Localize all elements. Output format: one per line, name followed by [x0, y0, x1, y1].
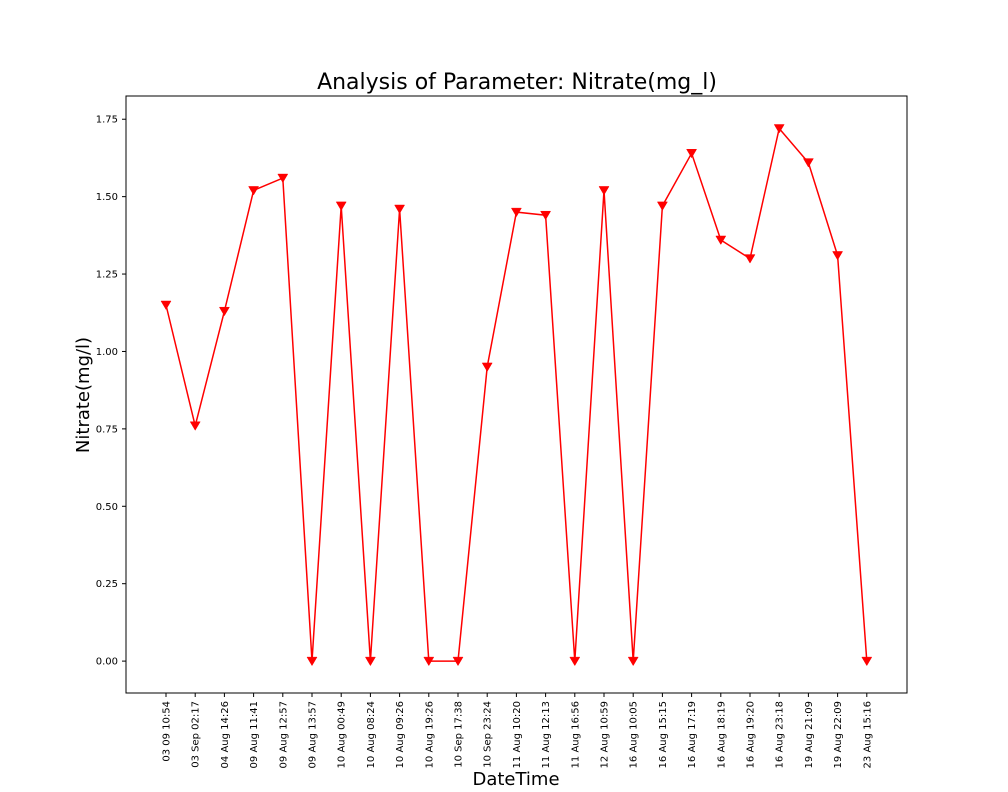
y-tick-label: 1.00	[96, 347, 118, 358]
data-point-marker	[861, 656, 873, 667]
data-point-marker	[802, 158, 814, 168]
x-tick-label: 09 Aug 13:57	[308, 701, 319, 768]
chart-title: Analysis of Parameter: Nitrate(mg_l)	[317, 70, 717, 95]
x-tick-label: 10 Sep 17:38	[454, 701, 465, 768]
data-point-marker	[686, 149, 698, 159]
x-tick-label: 16 Aug 23:18	[775, 701, 786, 768]
x-tick-label: 16 Aug 17:19	[687, 701, 698, 768]
data-point-marker	[423, 656, 435, 667]
x-tick-label: 09 Aug 11:41	[249, 701, 260, 768]
x-tick-label: 03 Sep 02:17	[191, 701, 202, 768]
data-point-marker	[452, 656, 464, 667]
x-tick-label: 23 Aug 15:16	[862, 701, 873, 768]
data-point-marker	[656, 201, 668, 211]
y-tick-label: 0.00	[96, 657, 118, 668]
data-point-marker	[715, 235, 727, 245]
y-tick-label: 0.75	[96, 424, 118, 435]
x-tick-label: 10 Aug 08:24	[366, 701, 377, 768]
series-markers	[160, 124, 873, 667]
x-tick-label: 10 Aug 09:26	[395, 701, 406, 768]
x-tick-label: 04 Aug 14:26	[220, 701, 231, 768]
y-axis-ticks: 0.00 0.25 0.50 0.75 1.00 1.25 1.50 1.75	[96, 115, 126, 668]
x-tick-label: 16 Aug 10:05	[629, 701, 640, 768]
data-point-marker	[306, 656, 318, 667]
y-tick-label: 1.50	[96, 192, 118, 203]
data-point-marker	[335, 201, 347, 211]
data-point-marker	[218, 306, 230, 317]
x-tick-label: 11 Aug 10:20	[512, 701, 523, 768]
x-tick-label: 16 Aug 15:15	[658, 701, 669, 768]
x-tick-label: 03 09 10:54	[162, 701, 173, 762]
data-point-marker	[277, 173, 289, 184]
data-point-marker	[569, 656, 581, 667]
x-tick-label: 09 Aug 12:57	[278, 701, 289, 768]
data-point-marker	[627, 656, 639, 667]
data-point-marker	[189, 421, 201, 431]
x-tick-label: 16 Aug 19:20	[746, 701, 757, 768]
data-point-marker	[540, 210, 552, 221]
x-tick-label: 10 Sep 23:24	[483, 701, 494, 768]
data-point-marker	[364, 656, 376, 667]
x-axis-ticks: 03 09 10:54 03 Sep 02:17 04 Aug 14:26 09 Au…	[162, 693, 873, 768]
y-tick-label: 1.25	[96, 270, 118, 281]
data-point-marker	[394, 204, 406, 215]
data-point-marker	[773, 124, 785, 134]
y-tick-label: 0.50	[96, 502, 118, 513]
x-tick-label: 11 Aug 16:56	[570, 701, 581, 768]
x-tick-label: 16 Aug 18:19	[716, 701, 727, 768]
data-point-marker	[510, 207, 522, 218]
x-tick-label: 11 Aug 12:13	[541, 701, 552, 768]
x-tick-label: 19 Aug 21:09	[804, 701, 815, 768]
x-tick-label: 12 Aug 10:59	[600, 701, 611, 768]
data-point-marker	[160, 300, 172, 311]
x-tick-label: 10 Aug 19:26	[424, 701, 435, 768]
x-tick-label: 10 Aug 00:49	[337, 701, 348, 768]
x-tick-label: 19 Aug 22:09	[833, 701, 844, 768]
data-point-marker	[598, 186, 610, 196]
data-point-marker	[744, 254, 756, 264]
x-axis-label: DateTime	[472, 769, 559, 790]
data-point-marker	[481, 362, 493, 372]
data-point-marker	[248, 186, 260, 196]
y-tick-label: 1.75	[96, 115, 118, 126]
data-point-marker	[832, 251, 844, 261]
y-axis-label: Nitrate(mg/l)	[73, 337, 94, 453]
y-tick-label: 0.25	[96, 579, 118, 590]
